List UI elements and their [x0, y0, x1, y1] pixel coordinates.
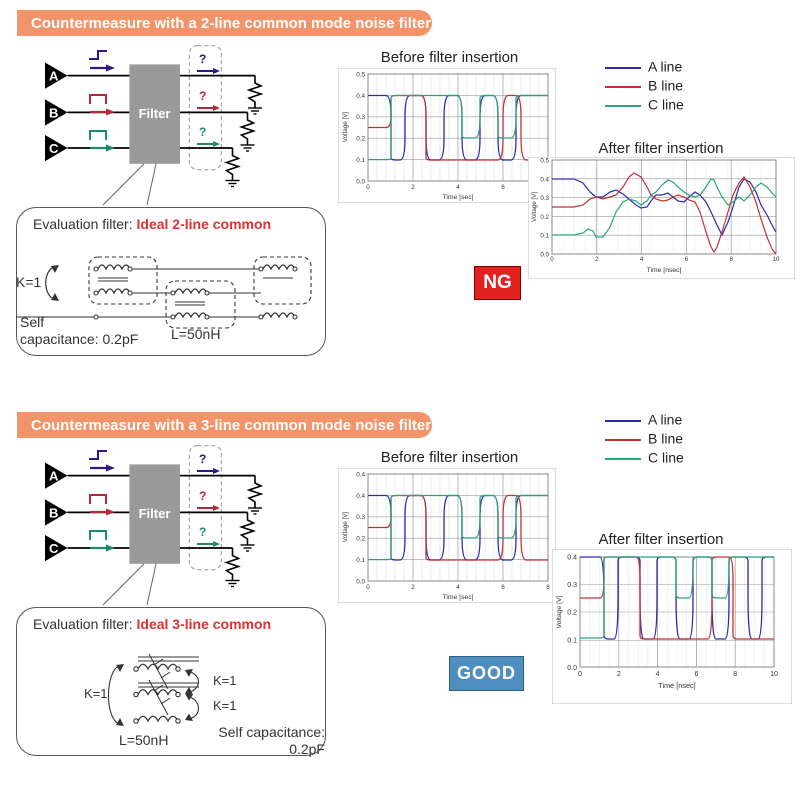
svg-text:0.4: 0.4	[567, 555, 577, 562]
svg-text:B: B	[49, 105, 58, 120]
svg-text:?: ?	[199, 52, 206, 66]
svg-text:0: 0	[578, 671, 582, 678]
svg-text:0.1: 0.1	[356, 557, 365, 564]
svg-text:0.3: 0.3	[356, 114, 365, 121]
svg-text:K=1: K=1	[16, 274, 42, 290]
svg-text:Voltage [V]: Voltage [V]	[342, 512, 349, 543]
svg-text:0.4: 0.4	[356, 493, 365, 500]
svg-text:Time [sec]: Time [sec]	[442, 594, 473, 601]
svg-text:2: 2	[617, 671, 621, 678]
svg-text:0.2: 0.2	[567, 610, 577, 617]
svg-text:?: ?	[199, 489, 206, 503]
svg-text:0.0: 0.0	[540, 252, 549, 259]
svg-text:4: 4	[456, 184, 460, 191]
svg-text:?: ?	[199, 525, 206, 539]
svg-text:6: 6	[501, 584, 505, 591]
svg-text:K=1: K=1	[213, 698, 237, 713]
svg-text:Filter: Filter	[139, 106, 171, 121]
svg-text:Voltage [V]: Voltage [V]	[556, 595, 563, 628]
svg-text:0.0: 0.0	[567, 665, 577, 672]
svg-text:4: 4	[656, 671, 660, 678]
svg-text:A line: A line	[648, 60, 682, 75]
svg-text:0.1: 0.1	[540, 233, 549, 240]
svg-text:0.5: 0.5	[356, 72, 365, 79]
svg-text:0.4: 0.4	[540, 176, 549, 183]
svg-text:A: A	[49, 469, 59, 484]
svg-text:?: ?	[199, 89, 206, 103]
svg-text:2: 2	[411, 584, 415, 591]
svg-text:8: 8	[733, 671, 737, 678]
svg-text:Filter: Filter	[139, 506, 171, 521]
svg-text:0.1: 0.1	[356, 157, 365, 164]
svg-text:Time [nsec]: Time [nsec]	[647, 267, 682, 274]
svg-text:C: C	[49, 541, 59, 556]
svg-text:0.2: 0.2	[356, 136, 365, 143]
svg-text:K=1: K=1	[213, 673, 237, 688]
svg-text:0.5: 0.5	[540, 158, 549, 165]
svg-text:C line: C line	[648, 97, 684, 113]
svg-text:0: 0	[366, 584, 370, 591]
svg-text:0.2: 0.2	[540, 214, 549, 221]
svg-text:2: 2	[411, 184, 415, 191]
svg-text:0.3: 0.3	[356, 514, 365, 521]
svg-text:0.1: 0.1	[567, 638, 577, 645]
svg-text:A: A	[49, 69, 59, 84]
svg-text:0.0: 0.0	[356, 179, 365, 186]
svg-text:8: 8	[546, 584, 550, 591]
svg-text:B line: B line	[648, 78, 683, 94]
svg-text:C: C	[49, 141, 59, 156]
svg-text:Voltage [V]: Voltage [V]	[342, 112, 349, 143]
svg-text:2: 2	[595, 256, 599, 263]
svg-text:Voltage [V]: Voltage [V]	[531, 192, 538, 222]
svg-text:?: ?	[199, 125, 206, 139]
svg-text:C line: C line	[648, 450, 684, 466]
svg-text:B line: B line	[648, 431, 683, 447]
svg-text:B: B	[49, 505, 58, 520]
svg-text:?: ?	[199, 452, 206, 466]
svg-text:6: 6	[501, 184, 505, 191]
svg-text:10: 10	[773, 256, 780, 263]
svg-text:0: 0	[550, 256, 554, 263]
svg-text:0.2: 0.2	[356, 536, 365, 543]
svg-text:4: 4	[640, 256, 644, 263]
svg-text:0.3: 0.3	[540, 195, 549, 202]
svg-text:0.3: 0.3	[567, 582, 577, 589]
svg-text:0.0: 0.0	[356, 579, 365, 586]
svg-text:6: 6	[694, 671, 698, 678]
svg-text:K=1: K=1	[84, 686, 108, 701]
svg-text:Time [nsec]: Time [nsec]	[658, 681, 695, 690]
svg-text:6: 6	[685, 256, 689, 263]
svg-text:10: 10	[770, 671, 778, 678]
svg-text:0.4: 0.4	[356, 472, 365, 479]
svg-text:0: 0	[366, 184, 370, 191]
svg-text:0.4: 0.4	[356, 93, 365, 100]
svg-text:A line: A line	[648, 413, 682, 428]
svg-text:Time [sec]: Time [sec]	[442, 194, 473, 201]
svg-text:8: 8	[729, 256, 733, 263]
svg-text:4: 4	[456, 584, 460, 591]
